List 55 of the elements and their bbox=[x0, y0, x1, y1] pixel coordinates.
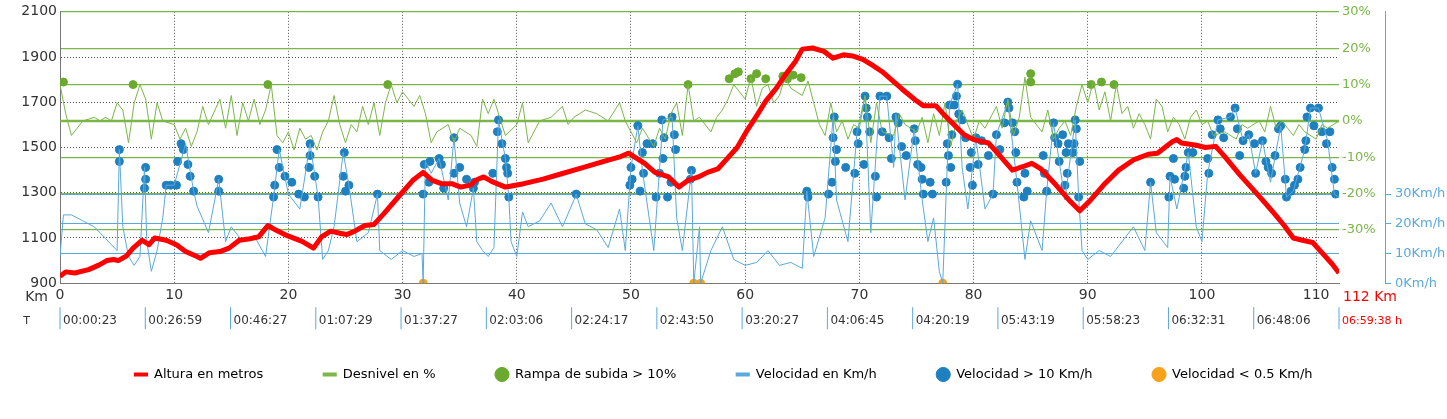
x-tick-label: 60 bbox=[736, 286, 755, 303]
text: 06:48:06 bbox=[1256, 313, 1311, 328]
text: 04:20:19 bbox=[915, 313, 970, 328]
x-tick-label: 40 bbox=[507, 286, 526, 303]
y3-tick-label: 30Km/h bbox=[1395, 185, 1446, 201]
x-tick-label: 100 bbox=[1188, 286, 1216, 303]
y-tick-label: 1900 bbox=[21, 47, 57, 64]
text: 04:06:45 bbox=[830, 313, 885, 328]
x2-axis-title: T bbox=[22, 314, 31, 328]
y-tick-label: 2100 bbox=[21, 2, 57, 19]
y-tick-label: 1300 bbox=[21, 183, 57, 200]
y2-tick-label: -10% bbox=[1342, 148, 1376, 164]
text: 02:43:50 bbox=[659, 313, 714, 328]
legend-label: Altura en metros bbox=[154, 365, 264, 381]
legend-label: Desnivel en % bbox=[342, 365, 436, 381]
y2-tick-label: -30% bbox=[1342, 221, 1376, 237]
legend-label: Velocidad en Km/h bbox=[755, 365, 877, 381]
text: 02:03:06 bbox=[489, 313, 544, 328]
legend-label: Velocidad < 0.5 Km/h bbox=[1172, 365, 1313, 381]
text: 02:24:17 bbox=[574, 313, 629, 328]
y2-tick-label: 10% bbox=[1342, 75, 1371, 91]
x-tick-label: 70 bbox=[850, 286, 869, 303]
text: 00:26:59 bbox=[148, 313, 203, 328]
y2-tick-label: 30% bbox=[1342, 3, 1371, 19]
x-tick-label: 20 bbox=[279, 286, 298, 303]
x-tick-label: 0 bbox=[55, 286, 65, 303]
y3-tick-label: 0Km/h bbox=[1395, 274, 1438, 290]
y2-tick-label: 0% bbox=[1342, 112, 1363, 128]
text: 05:58:23 bbox=[1086, 313, 1141, 328]
text: 01:37:27 bbox=[404, 313, 458, 328]
text: 05:43:19 bbox=[1000, 313, 1055, 328]
y2-tick-label: -20% bbox=[1342, 185, 1376, 201]
x-tick-label: 50 bbox=[622, 286, 640, 303]
text: 00:00:23 bbox=[63, 313, 117, 328]
y-tick-label: 1500 bbox=[21, 138, 57, 155]
y-tick-label: 1100 bbox=[21, 228, 57, 245]
x-tick-label: 10 bbox=[165, 286, 184, 303]
y3-tick-label: 10Km/h bbox=[1395, 244, 1446, 260]
x-tick-label: 30 bbox=[393, 286, 412, 303]
x-tick-label: 80 bbox=[964, 286, 983, 303]
y-tick-label: 1700 bbox=[21, 92, 57, 109]
x-tick-label: 110 bbox=[1302, 286, 1330, 303]
y-tick-label: 900 bbox=[30, 273, 57, 290]
text: 00:46:27 bbox=[233, 313, 288, 328]
text: 03:20:27 bbox=[745, 313, 800, 328]
x-axis-title: Km bbox=[25, 287, 48, 304]
text: 112 Km bbox=[1343, 287, 1397, 304]
legend-label: Velocidad > 10 Km/h bbox=[956, 365, 1093, 381]
text: 01:07:29 bbox=[318, 313, 373, 328]
text: 06:59:38 h bbox=[1342, 314, 1402, 328]
y2-tick-label: 20% bbox=[1342, 39, 1371, 55]
legend-label: Rampa de subida > 10% bbox=[514, 365, 677, 381]
text: 06:32:31 bbox=[1171, 313, 1226, 328]
y3-tick-label: 20Km/h bbox=[1395, 215, 1446, 231]
x-tick-label: 90 bbox=[1078, 286, 1097, 303]
